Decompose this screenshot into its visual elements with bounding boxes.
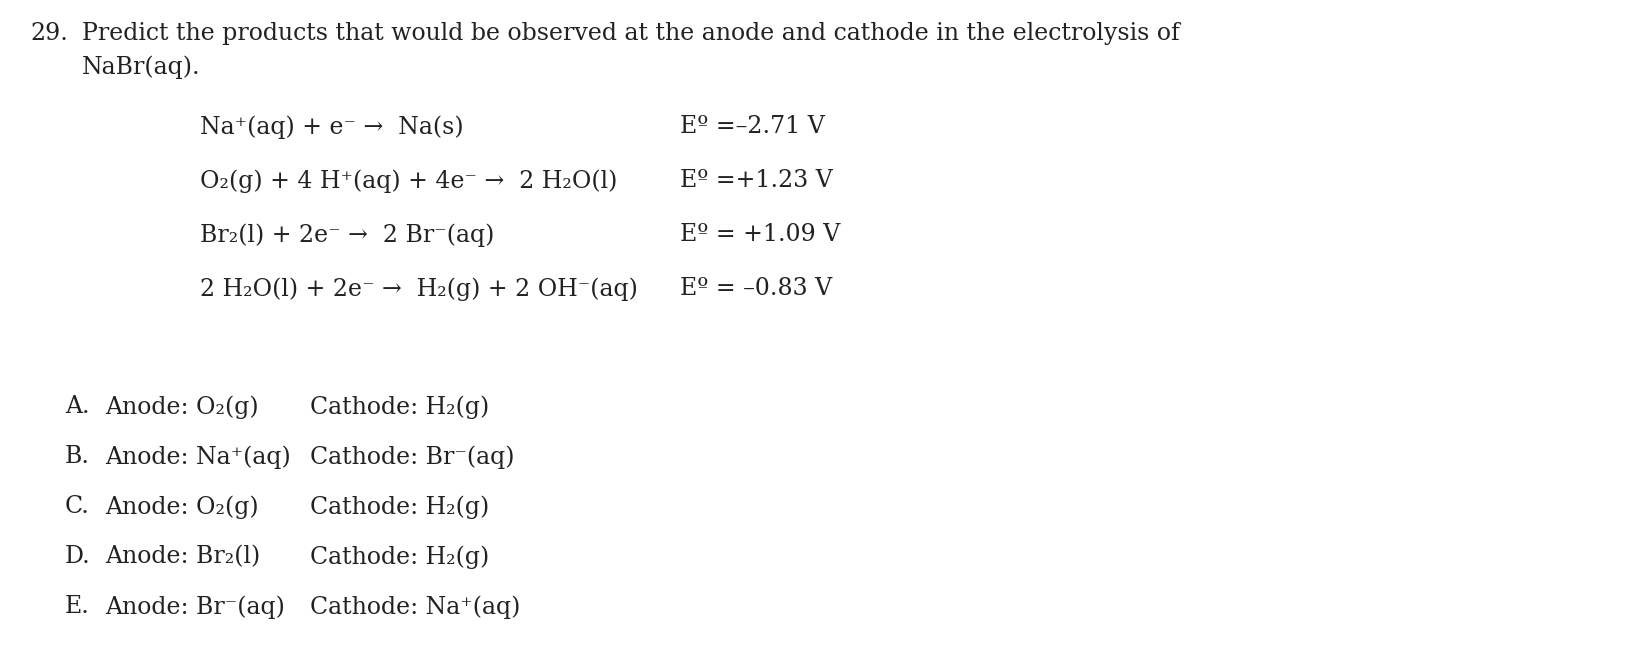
Text: Cathode: H₂(g): Cathode: H₂(g)	[309, 545, 489, 568]
Text: Anode: Br⁻(aq): Anode: Br⁻(aq)	[105, 595, 285, 618]
Text: NaBr(aq).: NaBr(aq).	[82, 55, 201, 79]
Text: C.: C.	[65, 495, 90, 518]
Text: Eº =–2.71 V: Eº =–2.71 V	[679, 115, 825, 138]
Text: Cathode: H₂(g): Cathode: H₂(g)	[309, 495, 489, 518]
Text: Eº =+1.23 V: Eº =+1.23 V	[679, 169, 833, 192]
Text: Br₂(l) + 2e⁻ →  2 Br⁻(aq): Br₂(l) + 2e⁻ → 2 Br⁻(aq)	[200, 223, 494, 246]
Text: Cathode: Na⁺(aq): Cathode: Na⁺(aq)	[309, 595, 521, 618]
Text: Na⁺(aq) + e⁻ →  Na(s): Na⁺(aq) + e⁻ → Na(s)	[200, 115, 463, 139]
Text: Anode: O₂(g): Anode: O₂(g)	[105, 395, 259, 419]
Text: Cathode: Br⁻(aq): Cathode: Br⁻(aq)	[309, 445, 514, 468]
Text: B.: B.	[65, 445, 90, 468]
Text: A.: A.	[65, 395, 90, 418]
Text: O₂(g) + 4 H⁺(aq) + 4e⁻ →  2 H₂O(l): O₂(g) + 4 H⁺(aq) + 4e⁻ → 2 H₂O(l)	[200, 169, 617, 193]
Text: D.: D.	[65, 545, 90, 568]
Text: Anode: Br₂(l): Anode: Br₂(l)	[105, 545, 260, 568]
Text: E.: E.	[65, 595, 90, 618]
Text: Eº = –0.83 V: Eº = –0.83 V	[679, 277, 832, 300]
Text: Anode: Na⁺(aq): Anode: Na⁺(aq)	[105, 445, 291, 468]
Text: Anode: O₂(g): Anode: O₂(g)	[105, 495, 259, 518]
Text: Predict the products that would be observed at the anode and cathode in the elec: Predict the products that would be obser…	[82, 22, 1180, 45]
Text: Cathode: H₂(g): Cathode: H₂(g)	[309, 395, 489, 419]
Text: 2 H₂O(l) + 2e⁻ →  H₂(g) + 2 OH⁻(aq): 2 H₂O(l) + 2e⁻ → H₂(g) + 2 OH⁻(aq)	[200, 277, 638, 300]
Text: 29.: 29.	[29, 22, 67, 45]
Text: Eº = +1.09 V: Eº = +1.09 V	[679, 223, 840, 246]
